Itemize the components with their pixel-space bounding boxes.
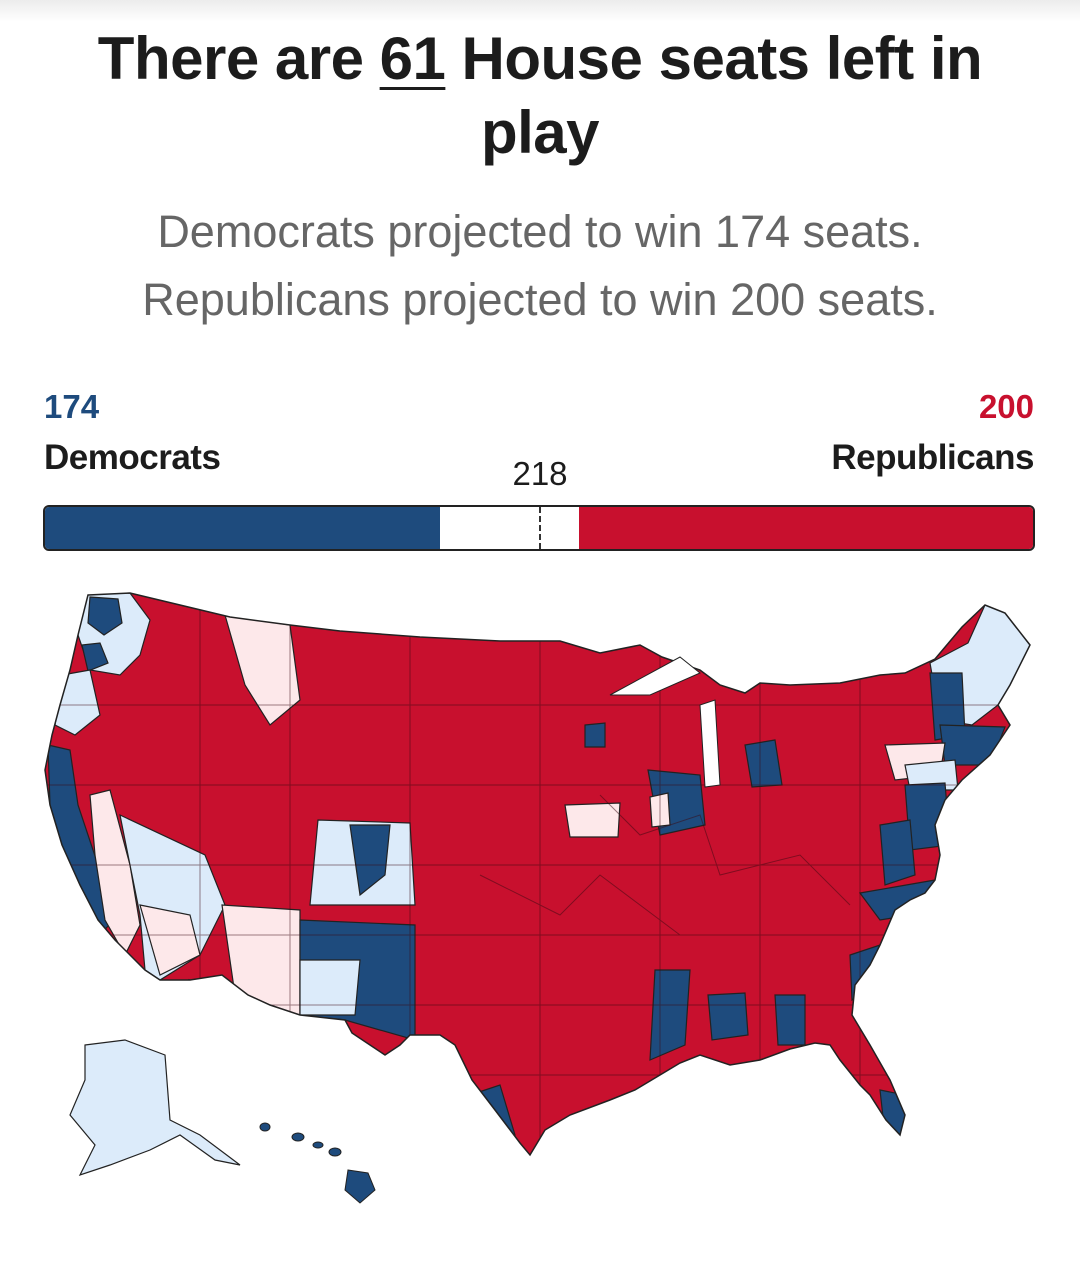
lake-superior [609,656,701,696]
republicans-label: Republicans [831,438,1034,477]
alaska-leaning [69,1039,241,1177]
seattle-dem-districts [87,596,123,636]
republicans-seat-segment [578,507,1033,549]
district-boundaries [45,593,1030,1155]
us-house-district-map [44,592,1031,1204]
headline-suffix: House seats left in play [445,25,983,166]
us-outline [44,592,1031,1157]
arizona-leaning [221,904,301,1046]
detroit-dem [744,739,783,788]
status-bar-shade [0,0,1080,22]
portland-dem-district [81,642,109,672]
hawaii-dem [259,1122,376,1204]
nevada-leaning [119,813,226,981]
republicans-seat-count: 200 [978,388,1034,425]
democrats-label: Democrats [44,438,221,477]
undecided-seat-segment [440,507,579,549]
minneapolis-dem [584,722,606,748]
majority-threshold-label: 218 [512,455,568,492]
headline-prefix: There are [97,25,380,92]
headline-seats-number: 61 [379,25,446,92]
democrats-seat-count: 174 [44,388,100,425]
alabama-dem [707,992,749,1041]
kansas-leaning [564,802,621,838]
central-valley-leaning [89,789,141,957]
democrats-seat-segment [45,507,441,549]
georgia-dem [774,994,806,1046]
southern-nm-leaning [299,959,361,1016]
maryland-dem [879,819,916,886]
headline: There are 61 House seats left in play [40,22,1040,170]
new-england-dem [939,724,1006,766]
subhead-republicans-line: Republicans projected to win 200 seats. [142,274,938,325]
subheadline: Democrats projected to win 174 seats. Re… [20,198,1060,334]
majority-threshold-marker [539,507,541,549]
denver-dem [349,824,391,897]
lake-michigan [699,699,721,788]
seat-balance-bar [43,505,1035,551]
subhead-democrats-line: Democrats projected to win 174 seats. [157,206,923,257]
